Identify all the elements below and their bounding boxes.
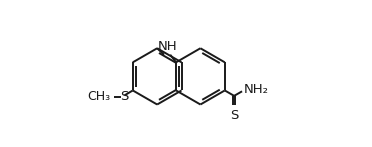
Text: NH: NH <box>157 40 177 53</box>
Text: S: S <box>230 109 238 122</box>
Text: NH₂: NH₂ <box>244 83 269 96</box>
Text: S: S <box>120 90 128 103</box>
Text: CH₃: CH₃ <box>87 90 110 103</box>
